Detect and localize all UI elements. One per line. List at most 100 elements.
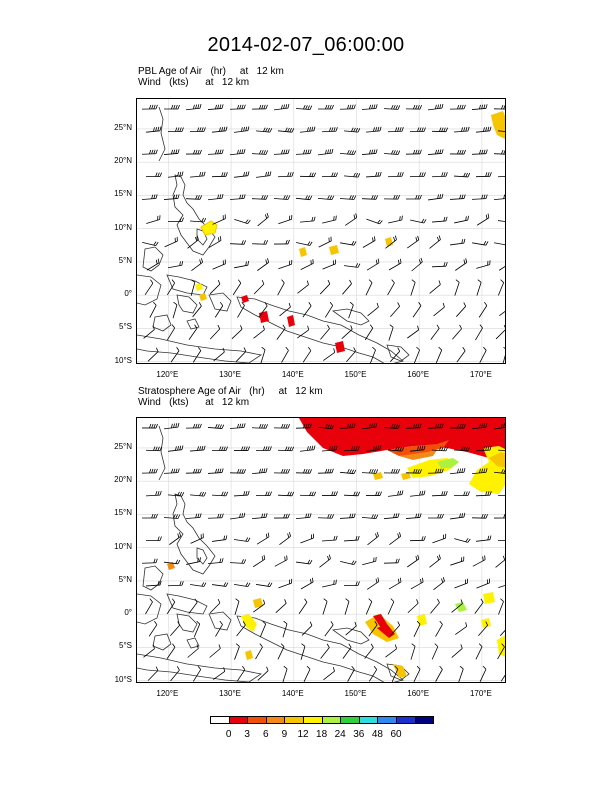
wind-barb — [453, 491, 470, 496]
wind-barb — [340, 240, 357, 246]
wind-barb — [455, 258, 468, 271]
wind-barb — [149, 301, 157, 318]
wind-barb — [320, 324, 330, 340]
wind-barb — [323, 667, 335, 681]
wind-barb — [383, 104, 401, 110]
wind-barb — [431, 643, 439, 660]
wind-barb — [300, 533, 314, 544]
wind-barb — [385, 644, 397, 658]
wind-barb — [163, 194, 180, 200]
wind-barb — [234, 219, 251, 224]
wind-barb — [273, 468, 290, 474]
wind-barb — [163, 149, 180, 155]
wind-barb — [190, 533, 204, 544]
wind-barb — [211, 491, 229, 497]
wind-barb — [407, 235, 420, 249]
wind-barb — [144, 279, 154, 296]
wind-barb — [170, 347, 180, 363]
wind-barb — [211, 446, 228, 452]
wind-barb — [471, 513, 488, 519]
wind-barb — [410, 577, 424, 590]
panel2-field-label: Stratosphere Age of Air (hr) at 12 km — [138, 386, 323, 397]
strat-map-canvas — [137, 418, 505, 682]
wind-barb — [189, 127, 206, 133]
wind-barb — [471, 149, 488, 155]
wind-barb — [497, 539, 505, 542]
wind-barb — [207, 104, 224, 110]
wind-barb — [362, 556, 377, 566]
wind-barb — [282, 665, 288, 682]
wind-barb — [391, 665, 399, 682]
wind-barb — [366, 218, 383, 225]
wind-barb — [361, 149, 378, 155]
wind-barb — [319, 279, 331, 295]
wind-barb — [278, 578, 293, 589]
lat-tick-label: 15°N — [114, 189, 132, 199]
wind-barb — [234, 171, 250, 178]
colorbar-swatch — [247, 716, 267, 724]
colorbar-swatch — [358, 716, 379, 724]
wind-barb — [255, 446, 272, 451]
wind-barb — [253, 279, 265, 295]
wind-barb — [298, 598, 308, 614]
wind-barb — [407, 325, 420, 339]
wind-barb — [449, 468, 466, 475]
wind-barb — [498, 220, 505, 223]
wind-barb — [236, 665, 246, 682]
age-shading — [195, 111, 505, 353]
wind-barb — [427, 423, 444, 429]
wind-barb — [500, 625, 505, 636]
wind-barb — [185, 149, 202, 155]
wind-barb — [212, 259, 226, 270]
wind-barb — [366, 258, 380, 271]
wind-barb — [493, 149, 505, 155]
wind-barb — [273, 513, 290, 519]
lat-tick-label: 5°S — [119, 322, 132, 332]
wind-barb — [453, 172, 471, 178]
wind-barb — [256, 532, 270, 545]
wind-barb — [383, 513, 400, 520]
wind-barb — [344, 263, 361, 268]
wind-barb — [230, 512, 246, 520]
wind-barb — [255, 127, 273, 133]
wind-barb — [260, 346, 266, 363]
wind-barb — [321, 535, 338, 542]
wind-barb — [231, 325, 243, 340]
wind-barb — [233, 446, 250, 451]
wind-barb — [362, 422, 378, 430]
wind-barb — [185, 195, 203, 200]
wind-barb — [413, 665, 421, 682]
wind-barb — [339, 104, 356, 110]
wind-barb — [257, 258, 270, 271]
age-shading — [167, 418, 505, 678]
wind-barb — [273, 239, 290, 245]
lat-tick-label: 5°N — [118, 255, 132, 265]
wind-barb — [147, 666, 159, 681]
wind-barb — [427, 468, 444, 474]
wind-barb — [454, 538, 471, 543]
wind-barb — [300, 643, 306, 660]
wind-barb — [431, 446, 449, 452]
wind-barb — [348, 301, 354, 319]
wind-barb — [295, 104, 313, 110]
wind-barb — [449, 104, 466, 110]
lat-tick-label: 15°N — [114, 508, 132, 518]
wind-barb — [405, 194, 422, 200]
wind-barb — [498, 598, 504, 615]
wind-barb — [234, 643, 240, 660]
wind-barb — [479, 665, 487, 682]
wind-barb — [499, 307, 505, 316]
wind-barb — [297, 280, 309, 294]
wind-barb — [324, 301, 334, 318]
wind-barb — [471, 423, 488, 430]
wind-barb — [189, 217, 207, 223]
wind-barb — [365, 126, 382, 133]
wind-barb — [185, 468, 202, 474]
wind-barb — [365, 171, 382, 178]
lat-tick-label: 10°S — [114, 355, 132, 365]
wind-barb — [273, 423, 290, 429]
wind-barb — [472, 240, 489, 246]
wind-barb — [345, 213, 358, 226]
wind-barb — [167, 491, 185, 497]
wind-barb — [364, 643, 374, 659]
